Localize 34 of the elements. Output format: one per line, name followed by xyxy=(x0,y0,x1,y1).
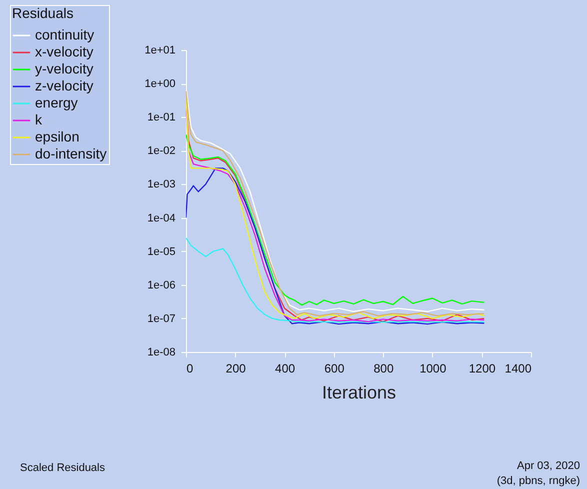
legend-label: do-intensity xyxy=(35,146,107,162)
legend-label: epsilon xyxy=(35,128,80,144)
y-tick-label: 1e-06 xyxy=(147,279,176,292)
text: Scaled Residuals xyxy=(20,462,106,474)
x-tick-label: 600 xyxy=(324,362,345,376)
legend-label: x-velocity xyxy=(35,44,94,60)
x-tick-label: 0 xyxy=(186,362,194,376)
y-tick-label: 1e+00 xyxy=(144,78,176,90)
legend-label: energy xyxy=(35,94,78,110)
y-tick-label: 1e-08 xyxy=(147,346,176,358)
text: (3d, pbns, rngke) xyxy=(496,475,580,487)
line-series xyxy=(186,134,485,306)
y-tick-label: 1e-02 xyxy=(147,145,176,158)
y-tick-label: 1e-01 xyxy=(147,112,176,124)
legend-label: y-velocity xyxy=(35,60,94,76)
x-tick-label: 400 xyxy=(275,362,296,376)
text: Apr 03, 2020 xyxy=(517,460,580,472)
y-tick-label: 1e-04 xyxy=(147,212,176,224)
x-tick-label: 1200 xyxy=(468,362,496,376)
line-series xyxy=(186,168,485,325)
y-tick-label: 1e-07 xyxy=(147,312,176,325)
y-tick-label: 1e-03 xyxy=(147,178,176,191)
x-tick-label: 1400 xyxy=(504,362,532,376)
legend-label: k xyxy=(35,112,43,128)
line-series xyxy=(186,237,485,323)
legend-label: z-velocity xyxy=(35,78,94,94)
y-tick-label: 1e+01 xyxy=(144,44,176,56)
x-tick-label: 200 xyxy=(226,362,246,376)
legend-title: Residuals xyxy=(12,5,74,21)
legend-label: continuity xyxy=(35,26,94,42)
x-tick-label: 1000 xyxy=(420,362,447,376)
y-tick-label: 1e-05 xyxy=(147,246,176,258)
x-tick-label: 800 xyxy=(374,362,394,376)
x-axis-title: Iterations xyxy=(322,382,396,402)
